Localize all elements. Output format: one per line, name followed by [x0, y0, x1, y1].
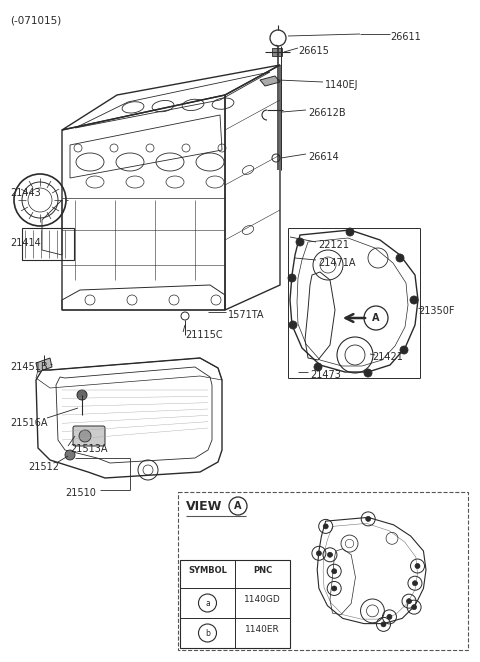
- Text: 26615: 26615: [298, 46, 329, 56]
- Text: SYMBOL: SYMBOL: [188, 566, 227, 575]
- Text: a: a: [324, 524, 328, 530]
- Circle shape: [332, 569, 336, 574]
- Text: 1571TA: 1571TA: [228, 310, 264, 320]
- Text: a: a: [382, 622, 385, 628]
- Circle shape: [396, 254, 404, 262]
- Text: b: b: [332, 586, 336, 591]
- Text: b: b: [413, 581, 417, 586]
- Bar: [22, 228, 74, 260]
- Text: A: A: [234, 501, 242, 511]
- Text: a: a: [205, 598, 210, 608]
- Circle shape: [415, 563, 420, 569]
- Bar: [178, 492, 468, 650]
- Circle shape: [410, 296, 418, 304]
- Bar: [180, 560, 290, 648]
- Circle shape: [407, 598, 411, 604]
- Text: (-071015): (-071015): [10, 15, 61, 25]
- Circle shape: [65, 450, 75, 460]
- Circle shape: [364, 369, 372, 377]
- Text: 26614: 26614: [308, 152, 339, 162]
- Text: 22121: 22121: [318, 240, 349, 250]
- Circle shape: [332, 586, 336, 591]
- Text: b: b: [332, 569, 336, 574]
- Text: VIEW: VIEW: [186, 500, 222, 513]
- Text: b: b: [328, 552, 332, 557]
- Text: 21471A: 21471A: [318, 258, 356, 268]
- Text: b: b: [205, 628, 210, 638]
- Text: 1140ER: 1140ER: [245, 626, 280, 634]
- Text: 21513A: 21513A: [70, 444, 108, 454]
- Text: a: a: [317, 550, 321, 556]
- Circle shape: [381, 622, 386, 627]
- Circle shape: [323, 524, 328, 529]
- Circle shape: [296, 238, 304, 246]
- Text: 21473: 21473: [310, 370, 341, 380]
- Text: 1140GD: 1140GD: [244, 596, 281, 604]
- Text: b: b: [407, 598, 411, 604]
- Bar: [272, 48, 282, 56]
- Circle shape: [79, 430, 91, 442]
- Circle shape: [314, 363, 322, 371]
- Circle shape: [289, 321, 297, 329]
- Circle shape: [387, 614, 392, 620]
- Text: 21516A: 21516A: [10, 418, 48, 428]
- Text: a: a: [366, 516, 371, 522]
- Text: 21512: 21512: [28, 462, 59, 472]
- Circle shape: [412, 604, 417, 610]
- Text: 21443: 21443: [10, 188, 41, 198]
- Text: A: A: [372, 313, 380, 323]
- Circle shape: [77, 390, 87, 400]
- Circle shape: [412, 581, 418, 586]
- Circle shape: [316, 551, 322, 556]
- Text: 21510: 21510: [65, 488, 96, 498]
- Polygon shape: [260, 76, 280, 86]
- Polygon shape: [36, 358, 52, 372]
- Text: 1140EJ: 1140EJ: [325, 80, 359, 90]
- Text: a: a: [412, 604, 416, 610]
- Text: 21421: 21421: [372, 352, 403, 362]
- Text: b: b: [416, 563, 420, 569]
- Text: 26612B: 26612B: [308, 108, 346, 118]
- Text: 21115C: 21115C: [185, 330, 223, 340]
- Text: 21451B: 21451B: [10, 362, 48, 372]
- Circle shape: [346, 228, 354, 236]
- Text: 21414: 21414: [10, 238, 41, 248]
- Circle shape: [400, 346, 408, 354]
- FancyBboxPatch shape: [73, 426, 105, 446]
- Text: b: b: [387, 614, 392, 620]
- Circle shape: [327, 552, 333, 557]
- Circle shape: [366, 516, 371, 522]
- Circle shape: [288, 274, 296, 282]
- Text: 21350F: 21350F: [418, 306, 455, 316]
- Text: 26611: 26611: [390, 32, 421, 42]
- Text: PNC: PNC: [253, 566, 272, 575]
